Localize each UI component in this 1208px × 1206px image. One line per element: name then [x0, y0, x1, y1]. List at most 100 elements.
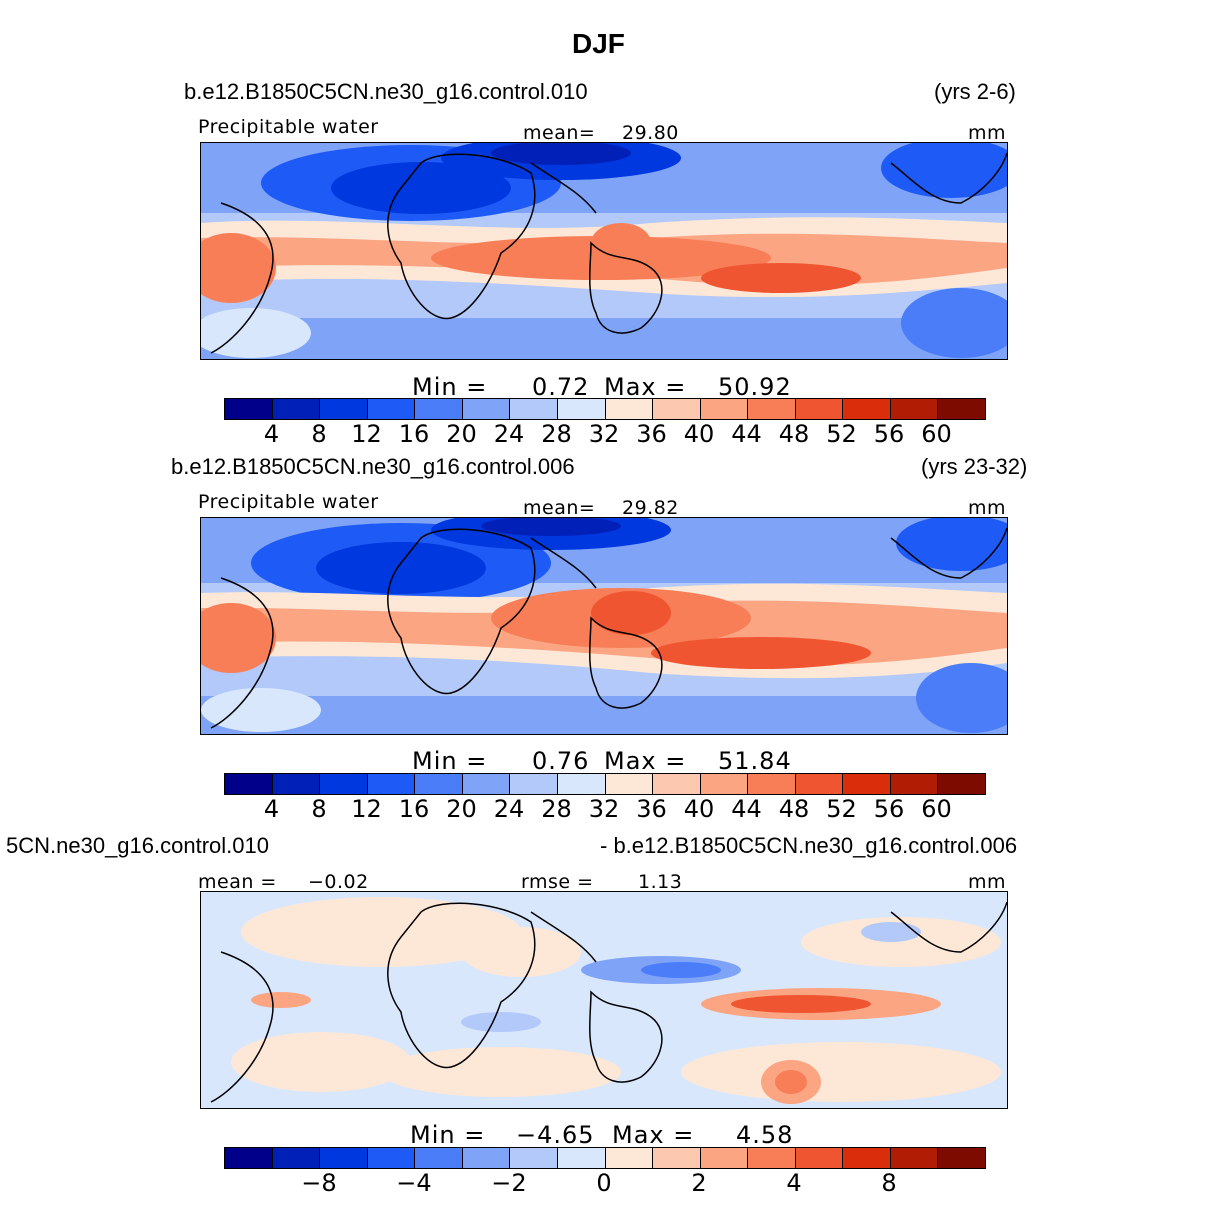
- colorbar-swatch: [367, 1148, 416, 1168]
- colorbar-swatch: [320, 399, 368, 419]
- panel3-units: mm: [968, 871, 1007, 893]
- colorbar-tick-label: 56: [874, 420, 905, 448]
- colorbar-swatch: [748, 1148, 796, 1168]
- panel3-case-left: 5CN.ne30_g16.control.010: [6, 833, 269, 858]
- colorbar-swatch: [462, 774, 511, 794]
- panel2-mean-label: mean=: [523, 497, 596, 519]
- colorbar-tick-label: 40: [684, 795, 715, 823]
- panel1-max-value: 50.92: [718, 373, 792, 401]
- colorbar-tick-label: 4: [264, 795, 279, 823]
- colorbar-swatch: [653, 1148, 701, 1168]
- colorbar-tick-label: 36: [636, 420, 667, 448]
- colorbar-swatch: [415, 399, 463, 419]
- colorbar-tick-label: 36: [636, 795, 667, 823]
- colorbar-tick-label: 56: [874, 795, 905, 823]
- colorbar-swatch: [272, 774, 321, 794]
- colorbar-swatch: [225, 774, 273, 794]
- colorbar-swatch: [748, 399, 796, 419]
- panel3-max-label: Max =: [612, 1121, 695, 1149]
- panel3-rmse-label: rmse =: [521, 871, 594, 893]
- colorbar-tick-label: 4: [264, 420, 279, 448]
- colorbar-tick-label: 2: [691, 1169, 706, 1197]
- panel1-map: [200, 142, 1008, 360]
- panel3-rmse-value: 1.13: [638, 871, 683, 893]
- colorbar-tick-label: 8: [881, 1169, 896, 1197]
- colorbar-swatch: [795, 399, 844, 419]
- colorbar-swatch: [272, 1148, 321, 1168]
- panel1-mean-value: 29.80: [622, 122, 679, 144]
- colorbar-tick-label: 12: [351, 795, 382, 823]
- colorbar-swatch: [795, 774, 844, 794]
- panel2-max-value: 51.84: [718, 747, 792, 775]
- panel3-colorbar: [224, 1147, 986, 1169]
- colorbar-swatch: [272, 399, 321, 419]
- colorbar-tick-label: 8: [311, 420, 326, 448]
- colorbar-swatch: [605, 774, 654, 794]
- colorbar-swatch: [605, 399, 654, 419]
- colorbar-tick-label: 16: [399, 420, 430, 448]
- colorbar-swatch: [653, 399, 701, 419]
- colorbar-tick-label: 20: [446, 420, 477, 448]
- colorbar-swatch: [605, 1148, 654, 1168]
- panel2-variable-label: Precipitable water: [198, 491, 379, 513]
- colorbar-tick-label: 32: [589, 795, 620, 823]
- colorbar-tick-label: 48: [779, 420, 810, 448]
- colorbar-tick-label: 20: [446, 795, 477, 823]
- panel2-min-label: Min =: [412, 747, 488, 775]
- panel2-years: (yrs 23-32): [921, 454, 1028, 479]
- colorbar-swatch: [510, 1148, 558, 1168]
- colorbar-tick-label: 40: [684, 420, 715, 448]
- panel1-map-field: [201, 143, 1007, 359]
- colorbar-swatch: [938, 1148, 985, 1168]
- colorbar-swatch: [462, 399, 511, 419]
- panel1-units: mm: [968, 122, 1007, 144]
- colorbar-swatch: [843, 1148, 891, 1168]
- colorbar-swatch: [225, 1148, 273, 1168]
- colorbar-tick-label: 60: [921, 795, 952, 823]
- panel3-colorbar-ticks: −8 −4 −2 0 2 4 8: [301, 1169, 896, 1197]
- panel3-map: [200, 891, 1008, 1109]
- colorbar-tick-label: 44: [731, 420, 762, 448]
- colorbar-swatch: [890, 399, 939, 419]
- colorbar-swatch: [510, 399, 558, 419]
- figure-title: DJF: [572, 28, 625, 59]
- colorbar-swatch: [367, 399, 416, 419]
- colorbar-swatch: [843, 399, 891, 419]
- panel1-max-label: Max =: [604, 373, 687, 401]
- colorbar-swatch: [367, 774, 416, 794]
- panel2-map-field: [201, 518, 1007, 734]
- panel3-min-label: Min =: [410, 1121, 486, 1149]
- colorbar-tick-label: 44: [731, 795, 762, 823]
- colorbar-tick-label: −8: [301, 1169, 336, 1197]
- colorbar-swatch: [748, 774, 796, 794]
- panel3-max-value: 4.58: [736, 1121, 794, 1149]
- colorbar-swatch: [415, 1148, 463, 1168]
- colorbar-swatch: [700, 1148, 749, 1168]
- colorbar-swatch: [510, 774, 558, 794]
- panel1-case-name: b.e12.B1850C5CN.ne30_g16.control.010: [184, 79, 588, 104]
- colorbar-tick-label: −2: [491, 1169, 526, 1197]
- colorbar-swatch: [557, 399, 606, 419]
- colorbar-swatch: [557, 1148, 606, 1168]
- panel3-min-value: −4.65: [516, 1121, 595, 1149]
- colorbar-tick-label: 24: [494, 795, 525, 823]
- panel1-variable-label: Precipitable water: [198, 116, 379, 138]
- panel2-units: mm: [968, 497, 1007, 519]
- colorbar-swatch: [225, 399, 273, 419]
- colorbar-swatch: [890, 774, 939, 794]
- panel1-colorbar: [224, 398, 986, 420]
- colorbar-tick-label: 24: [494, 420, 525, 448]
- colorbar-swatch: [843, 774, 891, 794]
- panel2-min-value: 0.76: [532, 747, 590, 775]
- colorbar-swatch: [700, 774, 749, 794]
- panel1-colorbar-ticks: 4 8 12 16 20 24 28 32 36 40 44 48 52 56 60: [264, 420, 952, 448]
- colorbar-tick-label: 48: [779, 795, 810, 823]
- panel1-min-label: Min =: [412, 373, 488, 401]
- panel3-mean-value: −0.02: [308, 871, 369, 893]
- panel3-case-right: - b.e12.B1850C5CN.ne30_g16.control.006: [600, 833, 1018, 858]
- colorbar-tick-label: 28: [541, 420, 572, 448]
- panel3-mean-label: mean =: [198, 871, 277, 893]
- colorbar-tick-label: 12: [351, 420, 382, 448]
- panel2-map: [200, 517, 1008, 735]
- colorbar-swatch: [795, 1148, 844, 1168]
